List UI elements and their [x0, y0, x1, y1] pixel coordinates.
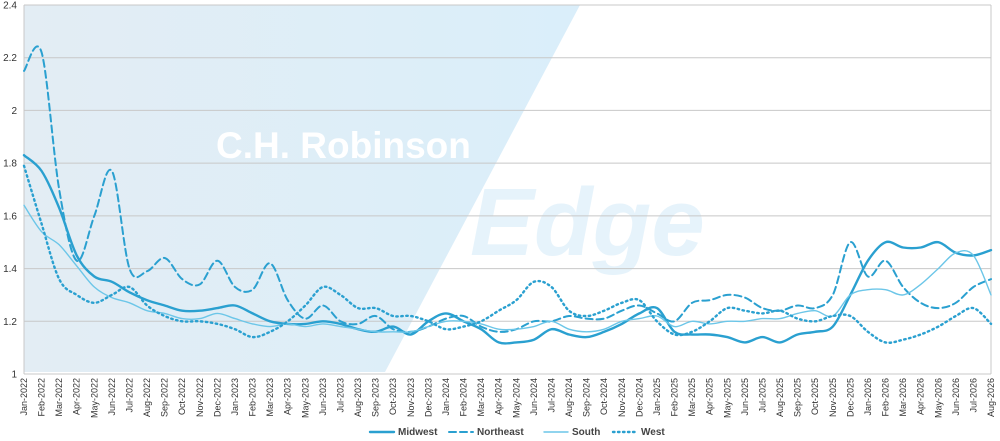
legend-label-west: West — [641, 427, 665, 438]
x-tick-label: Oct-2024 — [599, 378, 609, 415]
x-tick-label: Mar-2024 — [476, 378, 486, 417]
x-tick-label: Feb-2026 — [881, 378, 891, 417]
y-axis-ticks: 1 1.2 1.4 1.6 1.8 2 2.2 2.4 — [3, 1, 17, 381]
x-tick-label: Feb-2025 — [670, 378, 680, 417]
x-tick-label: Feb-2023 — [248, 378, 258, 417]
x-tick-label: May-2026 — [933, 378, 943, 418]
x-tick-label: Mar-2022 — [54, 378, 64, 417]
legend-label-midwest: Midwest — [398, 427, 438, 438]
x-tick-label: Jul-2022 — [124, 378, 134, 413]
x-tick-label: Aug-2025 — [775, 378, 785, 417]
x-tick-label: May-2025 — [722, 378, 732, 418]
watermark-band — [24, 5, 580, 372]
x-tick-label: Jun-2023 — [318, 378, 328, 416]
x-tick-label: Aug-2022 — [142, 378, 152, 417]
x-tick-label: Sep-2024 — [582, 378, 592, 417]
x-tick-label: Mar-2026 — [898, 378, 908, 417]
series-line-midwest — [22, 154, 993, 345]
legend: Midwest Northeast South West — [368, 427, 665, 438]
x-tick-label: Jan-2026 — [863, 378, 873, 416]
x-tick-label: Apr-2023 — [283, 378, 293, 415]
x-tick-label: Aug-2023 — [353, 378, 363, 417]
x-tick-label: Apr-2026 — [916, 378, 926, 415]
x-tick-label: Jun-2024 — [529, 378, 539, 416]
x-tick-label: Jan-2023 — [230, 378, 240, 416]
x-tick-label: Jan-2025 — [652, 378, 662, 416]
x-tick-label: Jul-2026 — [968, 378, 978, 413]
x-tick-label: Dec-2024 — [634, 378, 644, 417]
series-line-west — [22, 164, 993, 344]
x-tick-label: Feb-2022 — [37, 378, 47, 417]
grid-lines — [23, 4, 992, 375]
x-tick-label: Aug-2024 — [564, 378, 574, 417]
x-tick-label: Mar-2023 — [265, 378, 275, 417]
x-tick-label: Mar-2025 — [687, 378, 697, 417]
x-tick-label: Aug-2026 — [986, 378, 996, 417]
y-tick-label: 1 — [11, 370, 17, 381]
x-tick-label: May-2022 — [89, 378, 99, 418]
x-tick-label: Nov-2024 — [617, 378, 627, 417]
x-tick-label: Oct-2025 — [810, 378, 820, 415]
watermark-edge-text: Edge — [470, 169, 705, 276]
x-tick-label: Dec-2025 — [845, 378, 855, 417]
x-axis-ticks: Jan-2022 Feb-2022 Mar-2022 Apr-2022 May-2022… — [19, 378, 996, 418]
x-tick-label: Nov-2022 — [195, 378, 205, 417]
series-line-northeast — [23, 45, 992, 333]
y-tick-label: 2.4 — [3, 1, 17, 12]
x-tick-label: Jun-2026 — [951, 378, 961, 416]
y-tick-label: 1.2 — [3, 317, 17, 328]
x-tick-label: Jun-2025 — [740, 378, 750, 416]
x-tick-label: Dec-2023 — [423, 378, 433, 417]
x-tick-label: Oct-2023 — [388, 378, 398, 415]
legend-label-south: South — [572, 427, 600, 438]
y-tick-label: 1.4 — [3, 264, 17, 275]
x-tick-label: Apr-2022 — [72, 378, 82, 415]
x-tick-label: Sep-2022 — [160, 378, 170, 417]
x-tick-label: Jul-2025 — [757, 378, 767, 413]
y-tick-label: 2.2 — [3, 53, 17, 64]
x-tick-label: Sep-2025 — [793, 378, 803, 417]
x-tick-label: Oct-2022 — [177, 378, 187, 415]
x-tick-label: Jul-2023 — [335, 378, 345, 413]
y-tick-label: 2 — [11, 106, 17, 117]
x-tick-label: Nov-2023 — [406, 378, 416, 417]
x-tick-label: Apr-2024 — [494, 378, 504, 415]
x-tick-label: Jan-2024 — [441, 378, 451, 416]
x-tick-label: May-2023 — [300, 378, 310, 418]
x-tick-label: Jan-2022 — [19, 378, 29, 416]
watermark-brand-text: C.H. Robinson — [216, 125, 471, 166]
y-tick-label: 1.8 — [3, 159, 17, 170]
x-tick-label: Sep-2023 — [371, 378, 381, 417]
x-tick-label: Feb-2024 — [459, 378, 469, 417]
series-lines — [22, 45, 993, 345]
x-tick-label: Jul-2024 — [546, 378, 556, 413]
x-tick-label: May-2024 — [511, 378, 521, 418]
y-tick-label: 1.6 — [3, 211, 17, 222]
x-tick-label: Nov-2025 — [828, 378, 838, 417]
x-tick-label: Apr-2025 — [705, 378, 715, 415]
x-tick-label: Dec-2022 — [212, 378, 222, 417]
x-tick-label: Jun-2022 — [107, 378, 117, 416]
legend-label-northeast: Northeast — [477, 427, 524, 438]
